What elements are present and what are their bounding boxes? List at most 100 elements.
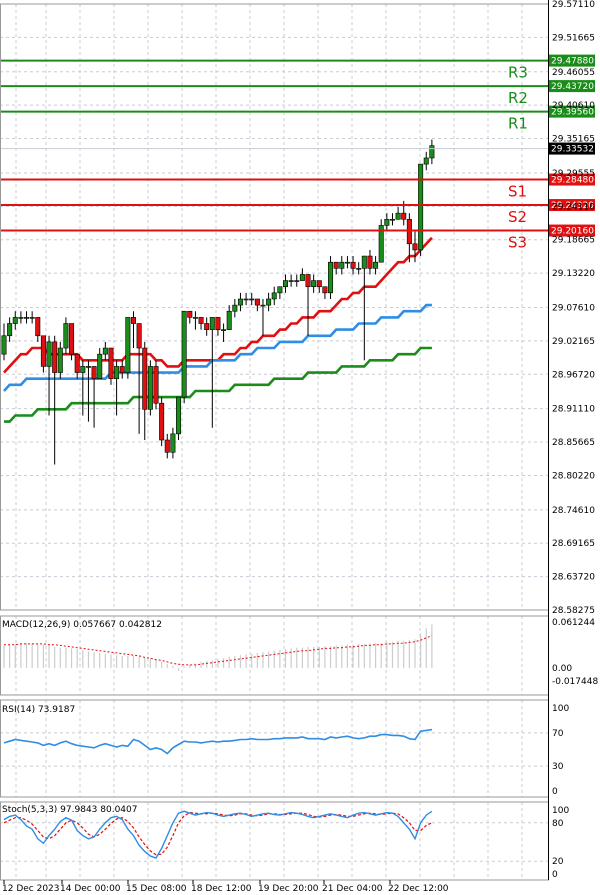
candle — [136, 323, 142, 434]
level-price-value: 29.20160 — [551, 227, 594, 237]
candle — [91, 366, 97, 428]
candle-body — [74, 353, 80, 373]
macd-tick-label: 0.00 — [552, 664, 572, 674]
candle — [344, 256, 350, 269]
candle-body — [316, 280, 322, 288]
candle — [130, 311, 136, 349]
candle — [153, 360, 159, 410]
candle — [18, 311, 24, 324]
candle-body — [311, 280, 317, 288]
candle-body — [181, 310, 187, 398]
candle-body — [260, 304, 266, 307]
price-tick-label: 28.74610 — [552, 506, 595, 516]
level-price-value: 29.39560 — [551, 108, 594, 118]
candle-body — [102, 347, 108, 355]
macd-tick-label: -0.017448 — [552, 677, 598, 687]
macd-tick-label: 0.061244 — [552, 618, 595, 628]
price-tick-label: 29.24110 — [552, 202, 595, 212]
level-label-s3: S3 — [508, 234, 527, 252]
candle — [389, 213, 395, 226]
price-tick-label: 29.07610 — [552, 304, 595, 314]
level-price-value: 29.28480 — [551, 176, 594, 186]
candle-body — [243, 298, 249, 301]
candle-body — [350, 261, 356, 269]
level-price-value: 29.24320 — [551, 201, 594, 211]
x-tick-label: 14 Dec 00:00 — [60, 884, 121, 894]
candle — [12, 311, 18, 330]
candle-body — [12, 317, 18, 324]
candle-body — [249, 298, 255, 301]
candle — [294, 274, 300, 287]
candle-body — [339, 261, 345, 269]
candle-body — [63, 323, 69, 349]
candle-body — [97, 353, 103, 379]
stoch-label: Stoch(5,3,3) 97.9843 80.0407 — [2, 805, 137, 815]
candle — [164, 433, 170, 459]
candle — [80, 360, 86, 416]
candle-body — [429, 145, 435, 159]
level-price-tag — [549, 173, 595, 186]
candle — [322, 286, 328, 299]
candle — [7, 317, 13, 342]
candle — [277, 286, 283, 299]
candle-body — [24, 317, 30, 319]
price-tick-label: 28.58275 — [552, 606, 595, 616]
stoch-k-line — [3, 810, 433, 859]
candle-body — [204, 323, 210, 330]
candle-body — [176, 396, 182, 435]
price-tick-label: 29.29555 — [552, 169, 595, 179]
candle — [108, 347, 114, 385]
price-tick-label: 29.35165 — [552, 135, 595, 145]
candle — [29, 311, 35, 324]
candle — [232, 298, 238, 318]
candle — [198, 317, 204, 330]
candle — [102, 341, 108, 361]
current-price-value: 29.33532 — [551, 145, 594, 155]
candle-body — [147, 366, 153, 410]
rsi-tick-label: 70 — [552, 729, 564, 739]
level-label-r1: R1 — [508, 115, 528, 133]
candle — [418, 163, 424, 257]
x-axis: 12 Dec 2023 14 Dec 00:00 15 Dec 08:00 18 De… — [2, 880, 449, 894]
candle — [423, 151, 429, 171]
ma-line-2 — [4, 346, 432, 423]
stoch-tick-label: 80 — [552, 819, 564, 829]
stoch-tick-label: 100 — [552, 806, 569, 816]
candle — [125, 317, 131, 379]
candle — [367, 249, 373, 275]
level-price-tag — [549, 105, 595, 118]
x-tick-label: 21 Dec 04:00 — [322, 884, 383, 894]
candle-body — [108, 347, 114, 379]
candle — [429, 139, 435, 165]
candle — [97, 348, 103, 379]
candle-body — [153, 366, 159, 404]
rsi-tick-label: 0 — [552, 787, 558, 797]
candle-body — [40, 335, 46, 367]
x-tick-label: 22 Dec 12:00 — [388, 884, 449, 894]
candle-body — [215, 317, 221, 330]
candle — [85, 360, 91, 422]
panel-frames — [0, 0, 549, 881]
candle-body — [266, 298, 272, 306]
candle — [46, 335, 52, 416]
candle-body — [91, 366, 97, 379]
stoch-tick-label: 20 — [552, 857, 564, 867]
candle — [254, 298, 260, 312]
candle-body — [142, 347, 148, 410]
candle-body — [282, 280, 288, 288]
candle — [209, 317, 215, 428]
x-tick-label: 15 Dec 08:00 — [126, 884, 187, 894]
candle-body — [125, 317, 131, 373]
level-price-tag — [549, 199, 595, 212]
candle — [328, 256, 334, 299]
stoch-tick-label: 0 — [552, 870, 558, 880]
candle-body — [356, 268, 362, 270]
price-tick-label: 29.57110 — [552, 0, 595, 10]
candle-body — [18, 317, 24, 319]
candle-body — [136, 323, 142, 349]
price-tick-label: 28.63720 — [552, 573, 595, 583]
candle — [57, 341, 63, 379]
candle-body — [69, 323, 75, 355]
candle-body — [299, 274, 305, 281]
candle — [187, 310, 193, 324]
